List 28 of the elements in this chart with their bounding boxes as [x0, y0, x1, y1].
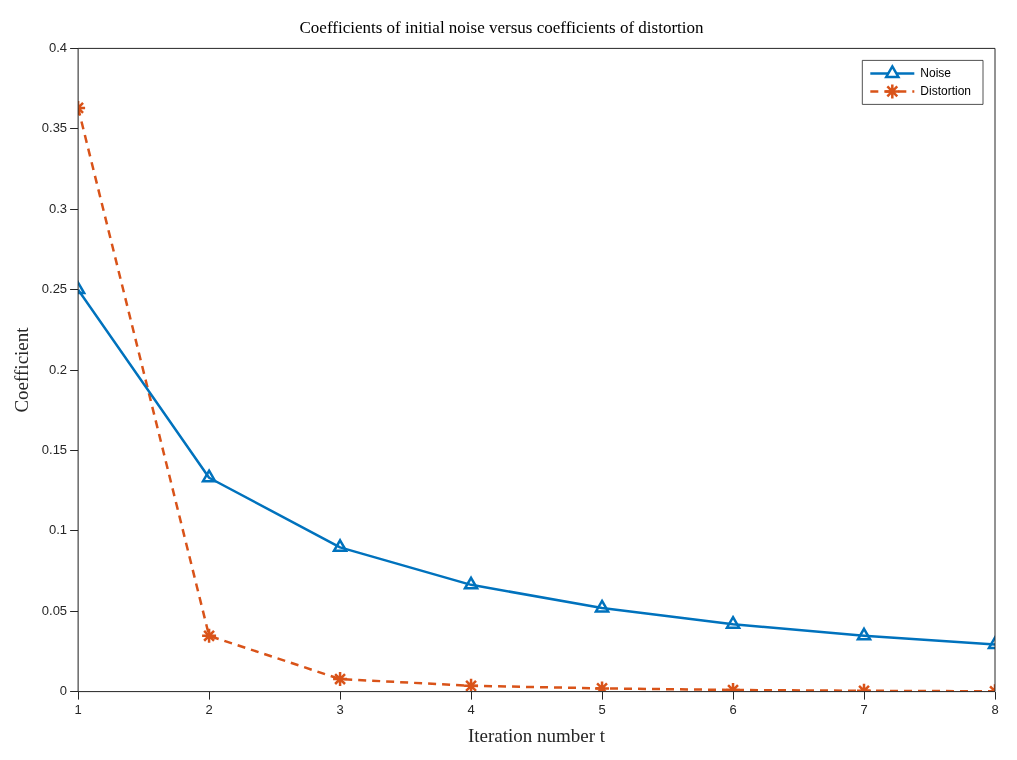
- point: [463, 576, 479, 590]
- y-tick-label: 0.4: [49, 39, 68, 55]
- x-tick-label: 4: [467, 701, 475, 717]
- y-tick-label: 0.15: [41, 441, 68, 457]
- y-tick-label: 0: [59, 683, 68, 699]
- x-tick-label: 1: [74, 701, 82, 717]
- y-tick-label: 0.1: [49, 522, 68, 538]
- chart-title: Coefficients of initial noise versus coefficients of distortion: [299, 17, 704, 37]
- x-tick-label: 8: [991, 701, 999, 717]
- x-tick-label: 2: [205, 701, 213, 717]
- x-tick-label: 5: [598, 701, 606, 717]
- y-axis-title: Coefficient: [11, 326, 33, 413]
- legend-label: Noise: [920, 65, 952, 80]
- y-tick-label: 0.2: [49, 361, 68, 377]
- x-tick-label: 6: [729, 701, 737, 717]
- x-tick-label: 7: [860, 701, 868, 717]
- y-tick-label: 0.05: [41, 602, 68, 618]
- x-axis-title: Iteration number t: [467, 724, 606, 746]
- point: [462, 677, 480, 692]
- legend-label: Distortion: [920, 83, 971, 98]
- y-tick-label: 0.3: [49, 200, 68, 216]
- point: [332, 539, 348, 553]
- y-tick-label: 0.25: [41, 281, 68, 297]
- point: [856, 627, 872, 641]
- point: [725, 615, 741, 629]
- y-tick-label: 0.35: [41, 120, 68, 136]
- point: [594, 599, 610, 613]
- x-tick-label: 3: [336, 701, 344, 717]
